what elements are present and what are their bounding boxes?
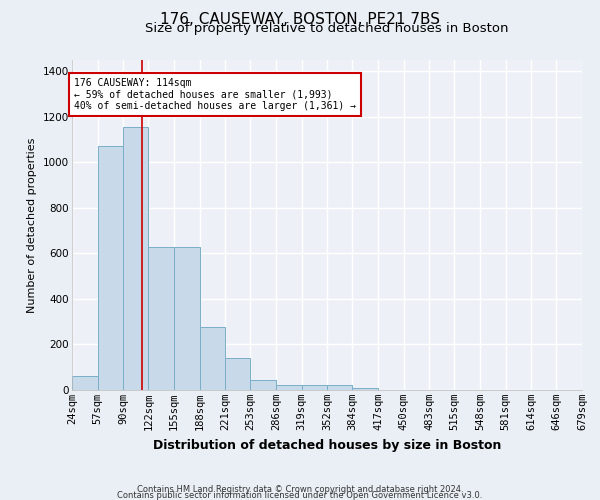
- Y-axis label: Number of detached properties: Number of detached properties: [28, 138, 37, 312]
- Bar: [328, 386, 352, 390]
- Text: 176 CAUSEWAY: 114sqm
← 59% of detached houses are smaller (1,993)
40% of semi-de: 176 CAUSEWAY: 114sqm ← 59% of detached h…: [74, 78, 356, 112]
- Bar: [302, 386, 328, 390]
- Title: Size of property relative to detached houses in Boston: Size of property relative to detached ho…: [145, 22, 509, 35]
- X-axis label: Distribution of detached houses by size in Boston: Distribution of detached houses by size …: [153, 438, 501, 452]
- Bar: [174, 246, 200, 390]
- Text: Contains public sector information licensed under the Open Government Licence v3: Contains public sector information licen…: [118, 490, 482, 500]
- Bar: [98, 146, 124, 390]
- Bar: [72, 376, 98, 390]
- Bar: [276, 386, 302, 390]
- Bar: [250, 380, 276, 390]
- Bar: [148, 246, 174, 390]
- Bar: [226, 358, 250, 390]
- Bar: [124, 127, 148, 390]
- Text: Contains HM Land Registry data © Crown copyright and database right 2024.: Contains HM Land Registry data © Crown c…: [137, 485, 463, 494]
- Text: 176, CAUSEWAY, BOSTON, PE21 7BS: 176, CAUSEWAY, BOSTON, PE21 7BS: [160, 12, 440, 28]
- Bar: [200, 328, 226, 390]
- Bar: [352, 388, 378, 390]
